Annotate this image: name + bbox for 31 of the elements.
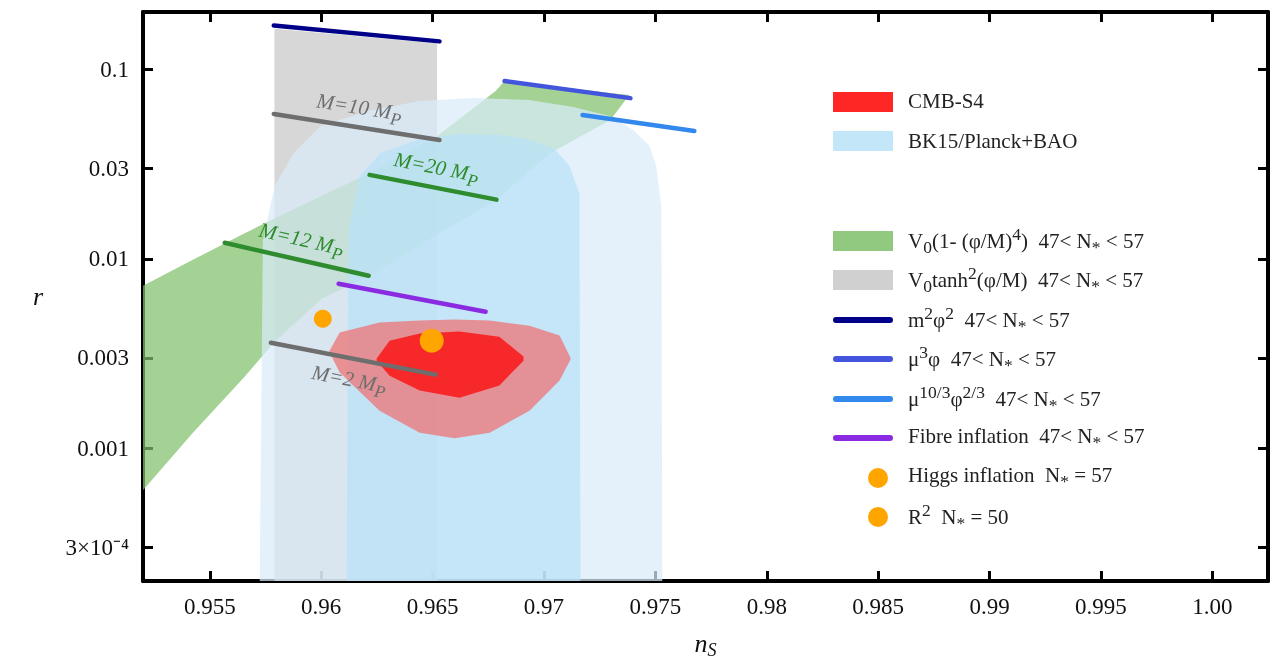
legend-label: R$^{2}$ N$_{*}$ = 50 xyxy=(908,500,1009,535)
y-tick-label: 0.03 xyxy=(88,155,129,181)
x-tick-label: 0.985 xyxy=(852,594,905,619)
y-tick-label: 0.001 xyxy=(77,435,129,461)
annotation: M=10 M$_{P}$ xyxy=(314,88,404,131)
y-tick-label: 0.01 xyxy=(88,246,129,272)
x-tick-label: 0.97 xyxy=(523,594,565,619)
annotation: M=12 M$_{P}$ xyxy=(255,217,346,266)
legend-label: V$_{0}$tanh$^{2}$(φ/M) 47< N$_{*}$ < 57 xyxy=(908,263,1144,298)
x-tick-label: 0.955 xyxy=(183,594,236,619)
legend-label: Fibre inflation 47< N$_{*}$ < 57 xyxy=(908,423,1145,453)
legend-label: m$^{2}$φ$^{2}$ 47< N$_{*}$ < 57 xyxy=(908,302,1070,337)
y-tick-label: 0.1 xyxy=(100,56,129,82)
x-tick-label: 0.995 xyxy=(1075,594,1127,619)
y-tick-label: 0.003 xyxy=(77,345,129,371)
legend-label: BK15/Planck+BAO xyxy=(908,128,1078,154)
annotation: M=2 M$_{P}$ xyxy=(308,360,388,404)
legend-label: μ$^{10/3}$φ$^{2/3}$ 47< N$_{*}$ < 57 xyxy=(908,381,1101,416)
legend-label: CMB-S4 xyxy=(908,89,984,115)
y-tick-label: 3×10⁻⁴ xyxy=(65,535,129,561)
x-tick-label: 0.965 xyxy=(406,594,459,619)
x-tick-label: 0.96 xyxy=(301,594,342,619)
x-tick-label: 0.98 xyxy=(746,594,787,619)
x-tick-label: 0.975 xyxy=(629,594,682,619)
x-tick-label: 1.00 xyxy=(1192,594,1233,619)
legend-label: μ$^{3}$φ 47< N$_{*}$ < 57 xyxy=(908,342,1056,377)
legend-label: V$_{0}$(1- (φ/M)$^{4}$) 47< N$_{*}$ < 57 xyxy=(908,223,1144,258)
x-tick-label: 0.99 xyxy=(969,594,1010,619)
legend-label: Higgs inflation N$_{*}$ = 57 xyxy=(908,463,1113,493)
y-axis-title: r xyxy=(32,282,44,311)
annotation: M=20 M$_{P}$ xyxy=(391,147,482,193)
